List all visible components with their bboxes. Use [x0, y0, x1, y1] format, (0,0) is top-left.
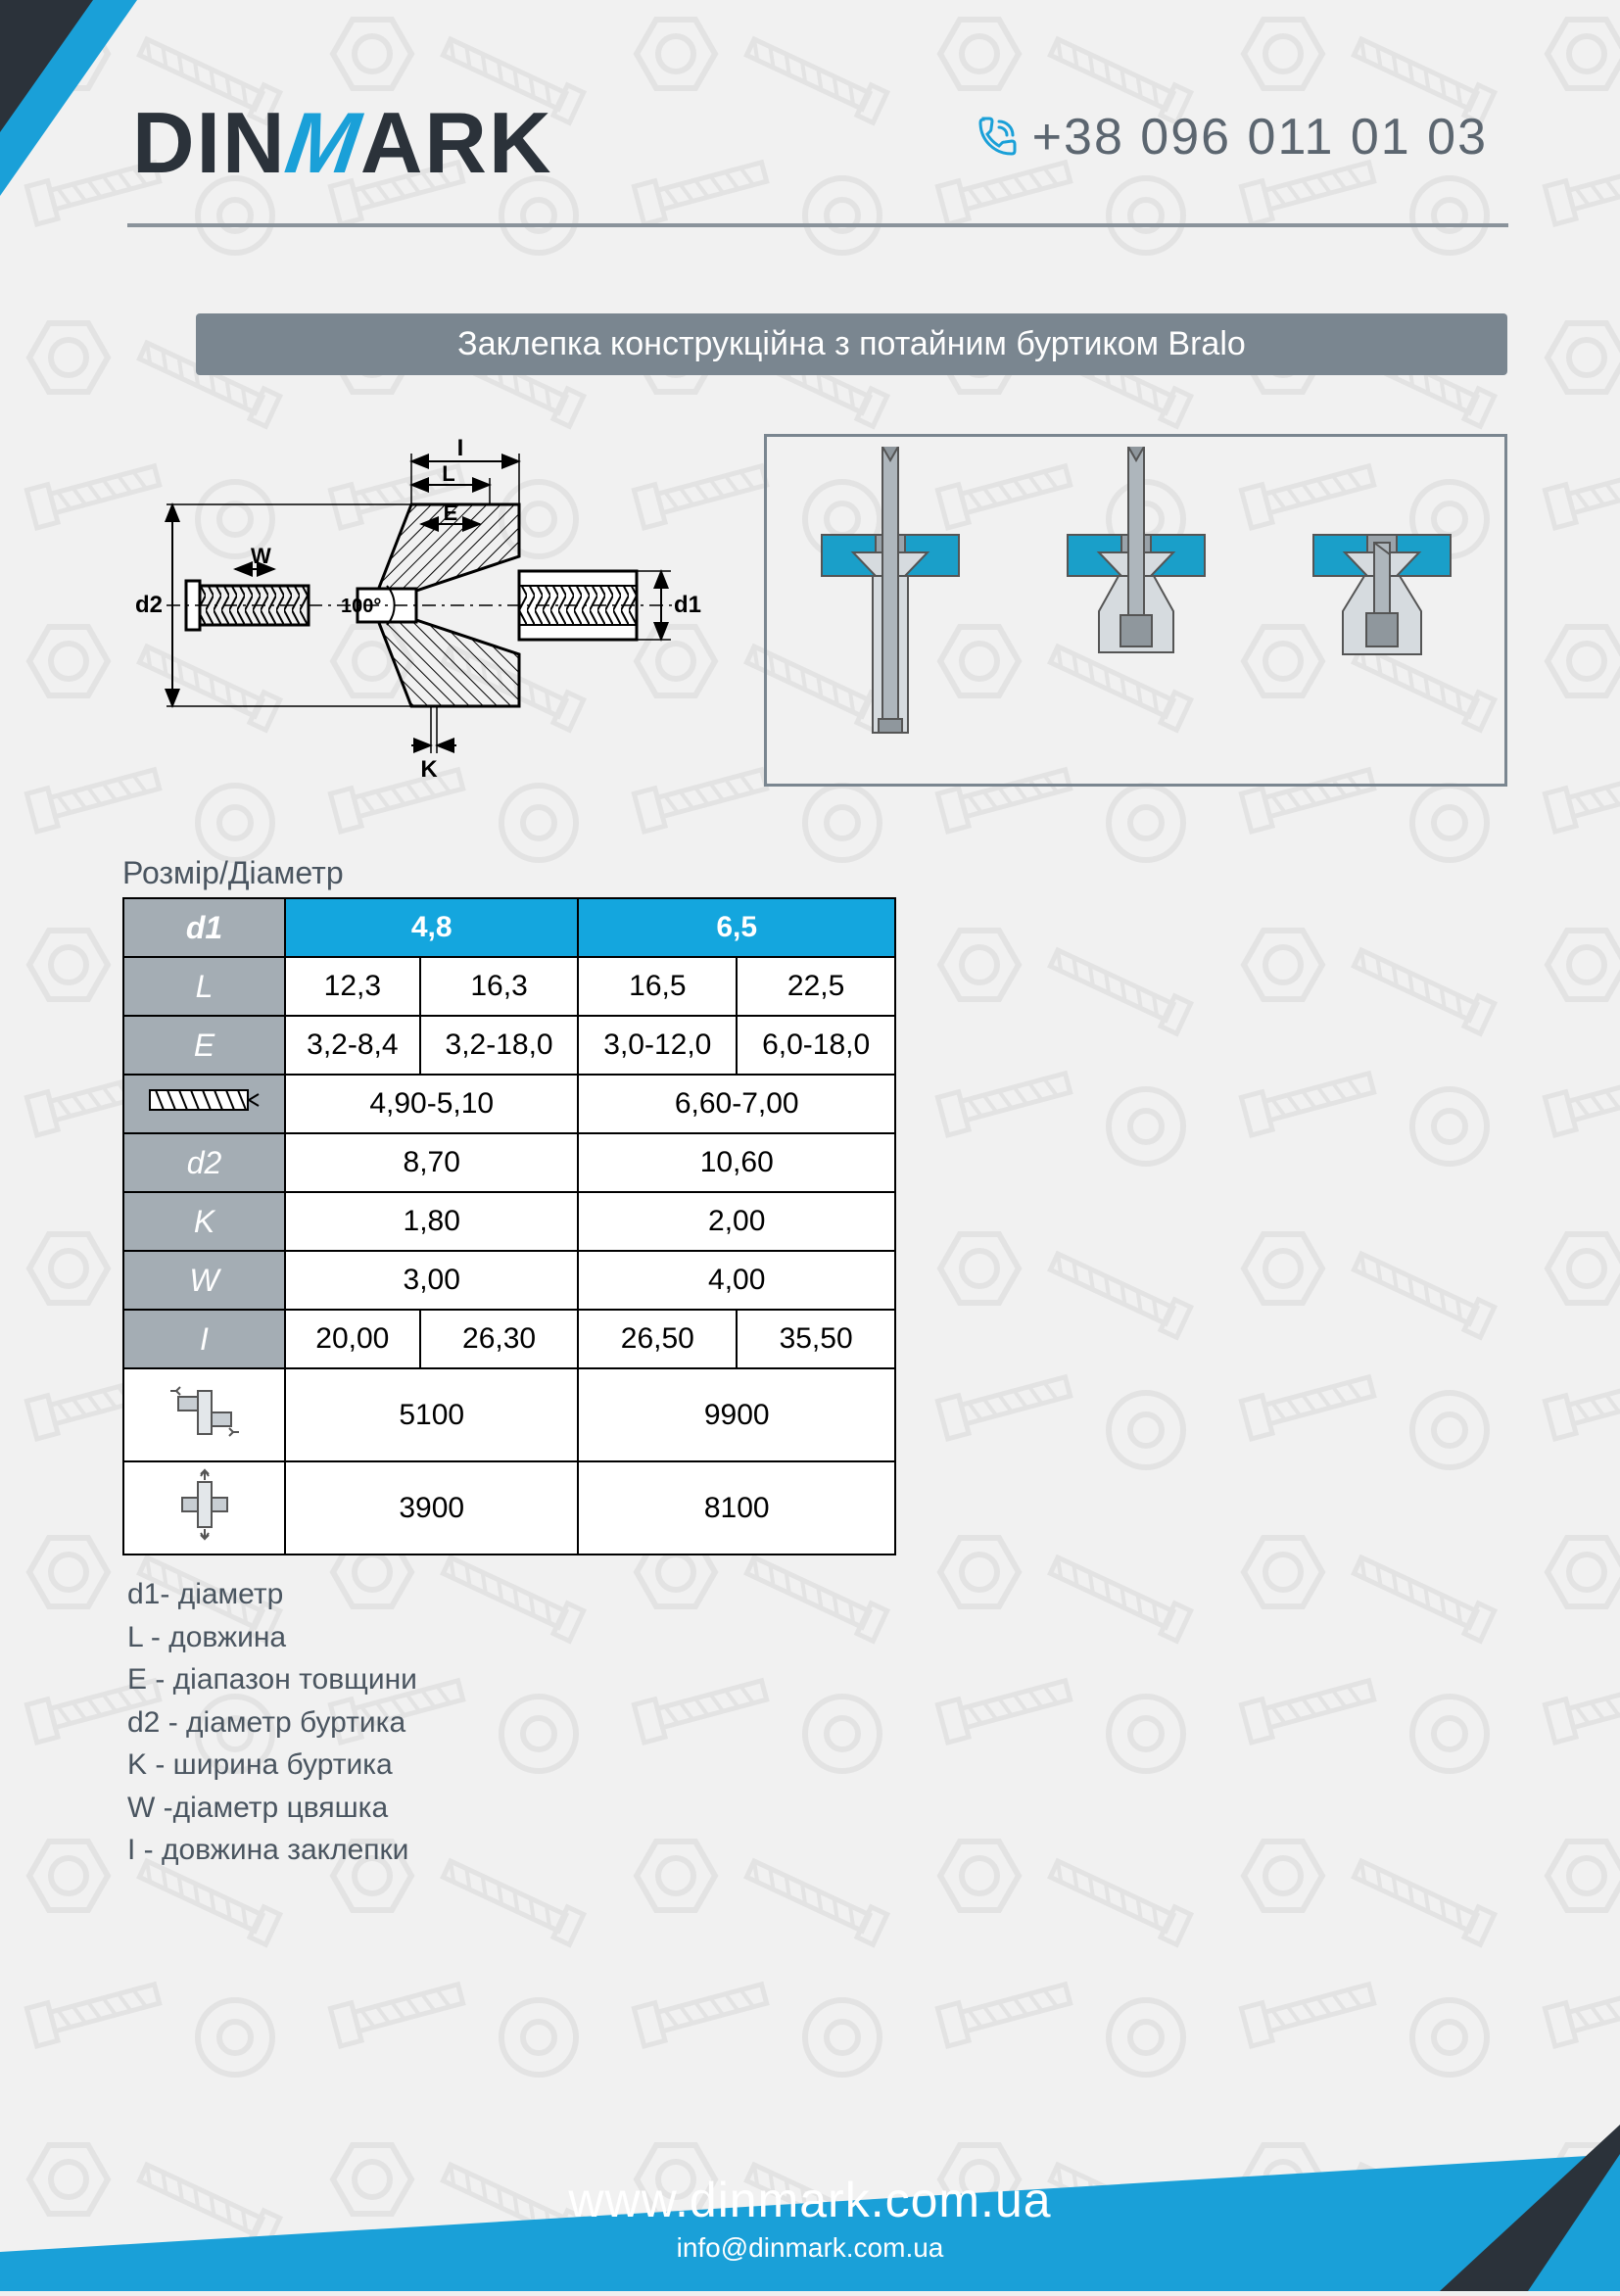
install-step-1: [792, 447, 988, 780]
diagrams-row: I L E 100° W d2: [127, 434, 1507, 787]
d2-1: 10,60: [578, 1133, 895, 1192]
K-0: 1,80: [285, 1192, 578, 1251]
footer-email[interactable]: info@dinmark.com.ua: [0, 2232, 1620, 2264]
shear-icon: (N): [123, 1368, 285, 1461]
legend-E: E - діапазон товщини: [127, 1658, 1620, 1701]
row-d1: d1 4,8 6,5: [123, 898, 895, 957]
L-3: 22,5: [737, 957, 895, 1016]
svg-text:L: L: [442, 461, 454, 486]
legend-K: K - ширина буртика: [127, 1744, 1620, 1787]
svg-text:d2: d2: [135, 592, 163, 618]
svg-text:W: W: [251, 544, 271, 568]
shear-0: 5100: [285, 1368, 578, 1461]
row-shear: (N) 5100 9900: [123, 1368, 895, 1461]
E-0: 3,2-8,4: [285, 1016, 420, 1075]
page-title: Заклепка конструкційна з потайним буртик…: [196, 313, 1507, 375]
d1-val-0: 4,8: [285, 898, 578, 957]
svg-text:d1: d1: [674, 592, 701, 618]
I-0: 20,00: [285, 1310, 420, 1368]
legend-d1: d1- діаметр: [127, 1573, 1620, 1616]
E-1: 3,2-18,0: [420, 1016, 579, 1075]
row-K: K 1,80 2,00: [123, 1192, 895, 1251]
row-E: E 3,2-8,4 3,2-18,0 3,0-12,0 6,0-18,0: [123, 1016, 895, 1075]
svg-text:I: I: [457, 435, 464, 461]
row-tensile: (N) 3900 8100: [123, 1461, 895, 1555]
install-step-2: [1038, 447, 1234, 780]
I-1: 26,30: [420, 1310, 579, 1368]
page-header: DINMARK +38 096 011 01 03: [0, 0, 1620, 274]
legend-L: L - довжина: [127, 1616, 1620, 1659]
spec-table-wrap: Розмір/Діаметр d1 4,8 6,5 L 12,3 16,3 16…: [122, 855, 896, 1555]
L-1: 16,3: [420, 957, 579, 1016]
row-I: I 20,00 26,30 26,50 35,50: [123, 1310, 895, 1368]
shear-unit: (N): [227, 1432, 255, 1455]
legend-W: W -діаметр цвяшка: [127, 1787, 1620, 1830]
I-3: 35,50: [737, 1310, 895, 1368]
shear-1: 9900: [578, 1368, 895, 1461]
svg-text:E: E: [444, 501, 458, 525]
E-2: 3,0-12,0: [578, 1016, 737, 1075]
K-1: 2,00: [578, 1192, 895, 1251]
L-0: 12,3: [285, 957, 420, 1016]
K-label: K: [123, 1192, 285, 1251]
d2-0: 8,70: [285, 1133, 578, 1192]
brand-logo: DINMARK: [132, 93, 553, 193]
W-0: 3,00: [285, 1251, 578, 1310]
I-2: 26,50: [578, 1310, 737, 1368]
footer-website[interactable]: www.dinmark.com.ua: [0, 2172, 1620, 2228]
hole-1: 6,60-7,00: [578, 1075, 895, 1133]
hole-0: 4,90-5,10: [285, 1075, 578, 1133]
row-d2: d2 8,70 10,60: [123, 1133, 895, 1192]
I-label: I: [123, 1310, 285, 1368]
legend-I: I - довжина заклепки: [127, 1829, 1620, 1872]
phone-number[interactable]: +38 096 011 01 03: [970, 108, 1488, 167]
tensile-icon: (N): [123, 1461, 285, 1555]
W-1: 4,00: [578, 1251, 895, 1310]
hole-icon: [123, 1075, 285, 1133]
legend: d1- діаметр L - довжина E - діапазон тов…: [127, 1573, 1620, 1872]
L-2: 16,5: [578, 957, 737, 1016]
svg-text:K: K: [420, 756, 438, 783]
d2-label: d2: [123, 1133, 285, 1192]
logo-text-1: DIN: [132, 94, 287, 191]
W-label: W: [123, 1251, 285, 1310]
footer-text: www.dinmark.com.ua info@dinmark.com.ua: [0, 2172, 1620, 2264]
svg-text:100°: 100°: [341, 596, 381, 617]
logo-m: M: [279, 93, 367, 193]
L-label: L: [123, 957, 285, 1016]
tensile-0: 3900: [285, 1461, 578, 1555]
logo-text-2: ARK: [360, 94, 553, 191]
tensile-unit: (N): [227, 1525, 255, 1548]
install-step-3: [1284, 447, 1480, 780]
row-L: L 12,3 16,3 16,5 22,5: [123, 957, 895, 1016]
phone-text: +38 096 011 01 03: [1032, 109, 1488, 166]
d1-label: d1: [123, 898, 285, 957]
tensile-1: 8100: [578, 1461, 895, 1555]
legend-d2: d2 - діаметр буртика: [127, 1701, 1620, 1745]
E-label: E: [123, 1016, 285, 1075]
row-hole: 4,90-5,10 6,60-7,00: [123, 1075, 895, 1133]
spec-table: d1 4,8 6,5 L 12,3 16,3 16,5 22,5 E 3,2-8…: [122, 897, 896, 1555]
d1-val-1: 6,5: [578, 898, 895, 957]
table-caption: Розмір/Діаметр: [122, 855, 896, 891]
phone-icon: [970, 116, 1019, 165]
E-3: 6,0-18,0: [737, 1016, 895, 1075]
page-footer: www.dinmark.com.ua info@dinmark.com.ua: [0, 2125, 1620, 2291]
row-W: W 3,00 4,00: [123, 1251, 895, 1310]
installation-diagram: [764, 434, 1507, 787]
technical-drawing: I L E 100° W d2: [127, 434, 715, 787]
